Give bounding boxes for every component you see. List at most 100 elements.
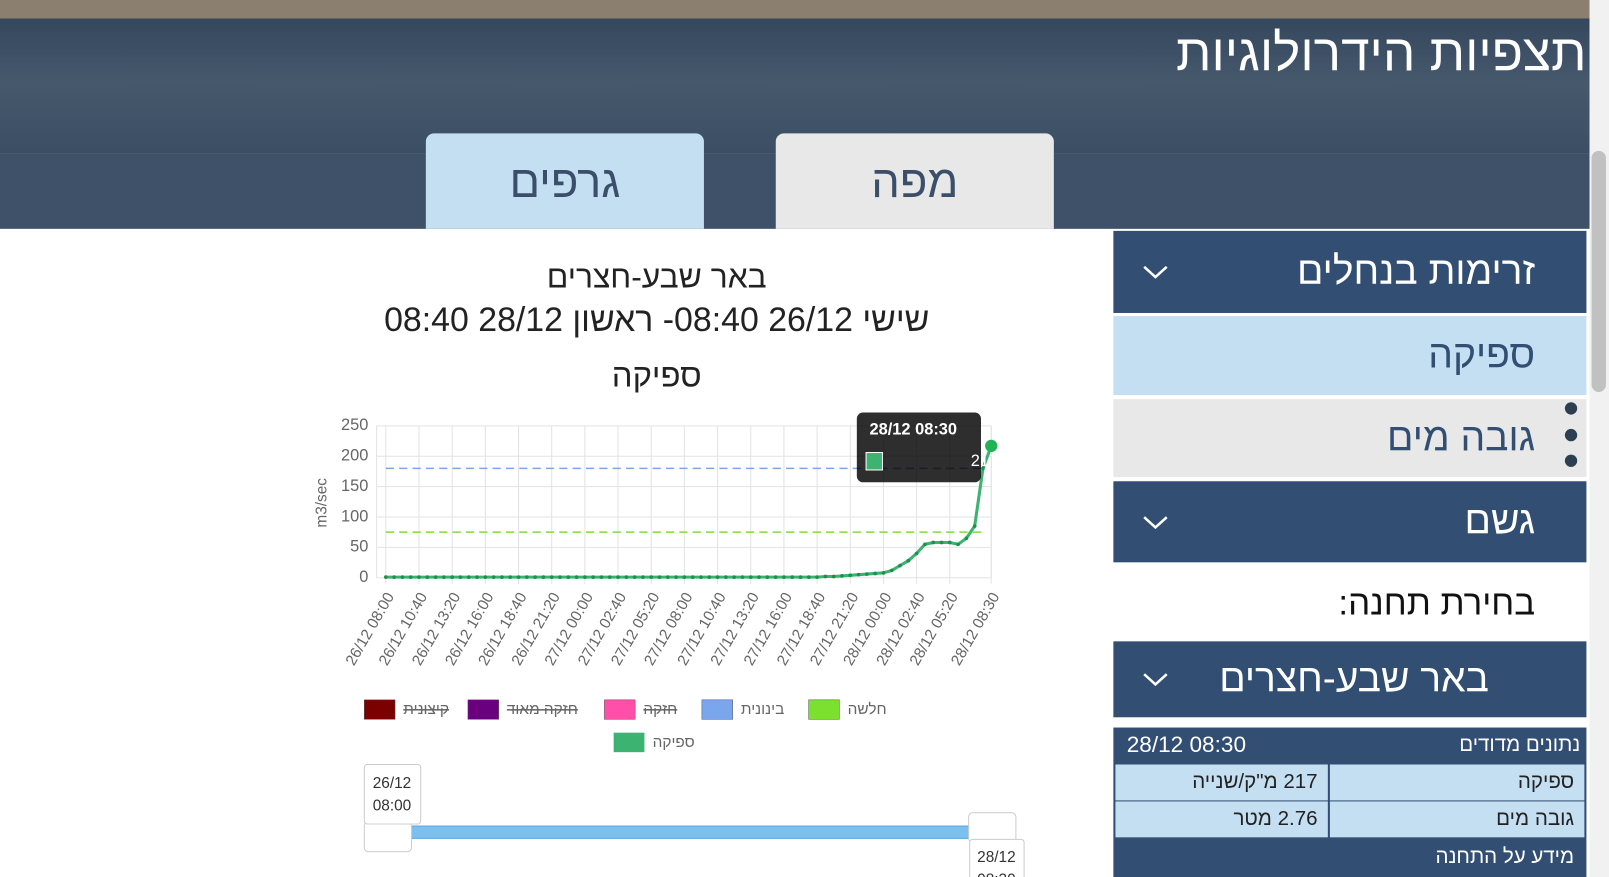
point (732, 575, 737, 579)
y-tick-label: 50 (350, 538, 368, 556)
point (856, 572, 861, 577)
point (881, 571, 886, 575)
point (566, 575, 571, 579)
point (616, 575, 620, 579)
slider-handle[interactable] (363, 821, 412, 853)
point (442, 575, 446, 579)
legend-label: בינונית (741, 701, 784, 718)
point (981, 466, 985, 471)
point (699, 575, 703, 579)
table-cell: ספיקה (1329, 764, 1585, 801)
chart-range: שישי 26/12 08:40- ראשון 28/12 08:40 (384, 301, 929, 339)
point (408, 575, 413, 579)
point (458, 575, 463, 579)
point (533, 575, 537, 579)
header-banner (0, 0, 1590, 154)
point (541, 575, 546, 579)
point (500, 575, 504, 579)
point (715, 575, 720, 579)
table-cell: 217 מ"ק/שנייה (1115, 764, 1328, 801)
point (508, 575, 513, 579)
point (591, 575, 596, 579)
point (889, 568, 894, 573)
point (865, 572, 869, 576)
kebab-dots (1564, 402, 1578, 467)
scroll-thumb[interactable] (1591, 150, 1606, 392)
rain-menu[interactable]: גשם (1113, 481, 1587, 563)
point (947, 540, 952, 545)
legend-swatch (467, 699, 499, 720)
point (914, 551, 919, 556)
point (906, 558, 911, 563)
point (757, 575, 761, 579)
legend-label: קיצונית (403, 701, 449, 718)
station-info-link[interactable]: מידע על התחנה (1435, 845, 1575, 869)
legend-swatch (364, 699, 396, 720)
discharge-item[interactable]: ספיקה (1113, 316, 1587, 396)
point (740, 575, 745, 579)
station-select[interactable]: באר שבע-חצרים (1113, 641, 1587, 718)
point (649, 575, 654, 579)
point (433, 575, 438, 579)
table-header: נתונים מדודים (1459, 733, 1581, 757)
slider-label-box (363, 763, 422, 825)
table-header: 08:30 28/12 (1126, 731, 1247, 758)
point (466, 575, 471, 579)
y-tick-label: 150 (341, 477, 368, 495)
flows-menu[interactable]: זרימות בנחלים (1113, 230, 1587, 313)
point (475, 575, 479, 579)
tooltip-title: 28/12 08:30 (869, 420, 957, 438)
table-cell: 2.76 מטר (1115, 801, 1328, 838)
point (690, 575, 695, 579)
point (823, 574, 828, 579)
point (417, 575, 421, 579)
chevron (1143, 265, 1168, 279)
active-point (985, 439, 998, 453)
chevron (1143, 515, 1168, 529)
slider-label: 26/12 (373, 775, 411, 792)
water-level-item[interactable]: גובה מים (1113, 399, 1587, 478)
scrollbar (1589, 0, 1609, 877)
slider-handle[interactable] (968, 812, 1017, 843)
point (392, 575, 396, 579)
y-tick-label: 100 (341, 507, 368, 525)
y-axis-label: m3/sec (313, 478, 330, 528)
point (425, 575, 430, 579)
y-tick-label: 250 (341, 416, 368, 434)
chart-measure: ספיקה (612, 356, 702, 393)
point (790, 575, 795, 579)
point (798, 575, 803, 579)
point (599, 575, 604, 579)
slider-label-box (969, 838, 1025, 877)
point (848, 573, 853, 578)
point (665, 575, 670, 579)
tab-map[interactable]: מפה (775, 133, 1054, 229)
point (773, 575, 778, 579)
point (724, 575, 728, 579)
legend-label: חזקה (643, 701, 677, 718)
slider-label: 28/12 (977, 849, 1015, 866)
point (782, 575, 786, 579)
point (931, 540, 936, 545)
point (682, 575, 687, 579)
point (641, 575, 645, 579)
point (840, 574, 844, 578)
point (956, 542, 960, 547)
y-tick-label: 200 (341, 447, 368, 465)
point (923, 542, 927, 547)
point (607, 575, 612, 579)
point (524, 575, 529, 579)
slider-label: 08:00 (373, 798, 411, 815)
legend-swatch (701, 699, 733, 720)
point (583, 575, 587, 579)
tab-graphs[interactable]: גרפים (425, 133, 704, 229)
site-title: תצפיות הידרולוגיות (1176, 23, 1587, 82)
point (558, 575, 562, 579)
point (898, 563, 902, 568)
point (400, 575, 405, 579)
point (632, 575, 637, 579)
select-label: באר שבע-חצרים (1219, 657, 1489, 701)
legend-swatch (808, 699, 840, 720)
